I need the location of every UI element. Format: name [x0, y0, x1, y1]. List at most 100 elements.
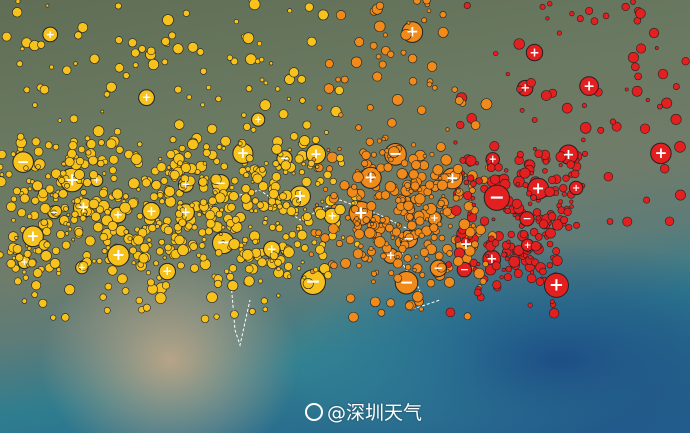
strike-marker	[463, 191, 473, 200]
strike-marker	[19, 193, 30, 204]
polarity-symbol: +	[237, 144, 250, 162]
strike-marker	[370, 151, 377, 158]
strike-marker	[308, 251, 314, 257]
strike-marker	[422, 153, 427, 159]
strike-marker	[453, 140, 458, 145]
strike-marker	[551, 219, 564, 231]
strike-marker	[454, 236, 462, 243]
strike-marker	[519, 108, 525, 113]
strike-marker	[296, 266, 302, 271]
strike-marker	[446, 250, 453, 257]
polarity-symbol: +	[524, 241, 532, 251]
strike-marker	[82, 178, 92, 187]
strike-marker	[507, 230, 515, 239]
strike-marker	[207, 123, 218, 134]
strike-marker	[22, 225, 44, 248]
strike-marker	[273, 204, 277, 208]
strike-marker	[639, 123, 651, 134]
strike-marker	[6, 259, 16, 269]
strike-marker	[301, 244, 309, 252]
strike-marker	[579, 122, 592, 134]
strike-marker	[315, 164, 320, 169]
strike-marker	[624, 87, 629, 92]
strike-marker	[374, 236, 386, 248]
strike-marker	[293, 240, 302, 248]
strike-marker	[212, 190, 218, 195]
strike-marker	[283, 246, 295, 258]
strike-marker	[519, 211, 535, 227]
strike-marker	[101, 248, 108, 254]
strike-marker	[529, 170, 534, 176]
strike-marker	[233, 19, 239, 25]
watermark: @深圳天气	[305, 398, 422, 425]
strike-marker	[14, 277, 22, 286]
strike-marker	[11, 218, 16, 223]
strike-marker	[354, 221, 360, 227]
strike-marker	[326, 151, 338, 163]
strike-marker	[422, 0, 431, 5]
strike-marker	[249, 208, 254, 213]
strike-marker	[196, 48, 205, 56]
strike-marker	[456, 120, 465, 130]
strike-marker	[228, 264, 237, 273]
strike-marker	[278, 109, 289, 119]
strike-marker	[398, 244, 407, 253]
strike-marker	[98, 188, 108, 198]
strike-marker	[569, 204, 574, 209]
strike-marker	[444, 276, 455, 288]
strike-marker	[156, 162, 167, 172]
strike-marker	[456, 261, 473, 278]
strike-marker	[313, 267, 319, 273]
strike-marker	[463, 173, 468, 178]
strike-marker	[88, 198, 100, 210]
strike-marker	[654, 46, 659, 50]
strike-marker	[91, 258, 97, 264]
strike-marker	[99, 293, 107, 301]
strike-marker	[39, 202, 51, 214]
strike-marker	[396, 168, 408, 180]
strike-marker	[177, 261, 185, 270]
strike-marker	[436, 221, 443, 228]
strike-marker	[145, 270, 151, 276]
polarity-symbol: −	[433, 261, 443, 275]
strike-marker	[257, 257, 267, 268]
strike-marker	[243, 122, 251, 131]
strike-marker	[100, 109, 105, 114]
strike-marker	[465, 155, 477, 167]
polarity-symbol: −	[399, 272, 413, 292]
strike-marker	[400, 49, 407, 56]
strike-marker	[264, 161, 269, 166]
strike-marker	[324, 271, 333, 280]
strike-marker	[335, 76, 342, 83]
strike-marker	[299, 97, 306, 104]
polarity-symbol: +	[430, 213, 438, 224]
strike-marker	[442, 207, 452, 217]
strike-marker	[674, 141, 686, 153]
strike-marker	[383, 162, 393, 172]
strike-marker	[326, 165, 333, 173]
strike-marker	[215, 95, 222, 103]
strike-marker	[585, 6, 594, 15]
strike-marker	[42, 26, 59, 43]
strike-marker	[384, 181, 396, 193]
strike-marker	[368, 246, 374, 252]
polarity-symbol: −	[305, 272, 321, 293]
strike-marker	[148, 224, 157, 233]
strike-marker	[404, 181, 411, 189]
strike-marker	[375, 1, 384, 10]
strike-marker	[198, 228, 207, 237]
strike-marker	[547, 1, 553, 7]
strike-marker	[356, 263, 362, 269]
strike-marker	[508, 255, 521, 268]
strike-marker	[20, 46, 25, 52]
polarity-symbol: +	[488, 154, 497, 165]
strike-marker	[135, 296, 143, 305]
strike-marker	[661, 97, 673, 109]
strike-marker	[545, 227, 556, 239]
polarity-symbol: +	[532, 179, 545, 198]
strike-marker	[351, 183, 358, 190]
strike-marker	[463, 201, 474, 212]
strike-marker	[561, 102, 573, 114]
strike-marker	[12, 7, 23, 18]
